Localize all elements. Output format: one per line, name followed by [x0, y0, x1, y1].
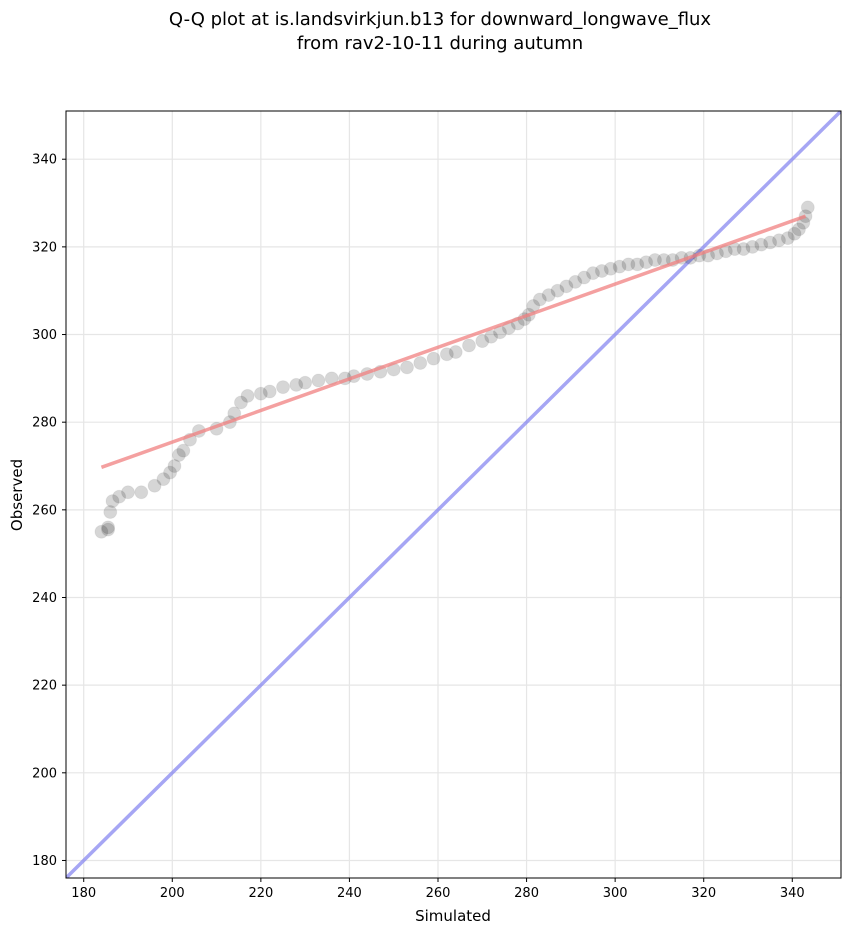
gridlines	[66, 111, 841, 878]
data-point	[163, 465, 178, 480]
data-point	[559, 279, 574, 294]
data-point	[550, 283, 565, 298]
data-point	[176, 443, 191, 458]
data-point	[780, 231, 795, 246]
data-point	[101, 522, 116, 537]
data-point	[94, 524, 109, 539]
x-tick-label: 240	[337, 886, 362, 901]
data-point	[763, 235, 778, 250]
data-point	[462, 338, 476, 353]
y-tick-label: 180	[32, 854, 57, 869]
data-point	[630, 257, 645, 272]
data-point	[311, 373, 326, 388]
y-tick-label: 260	[32, 503, 57, 518]
data-point	[594, 263, 609, 278]
data-point	[171, 448, 186, 463]
data-point	[156, 472, 171, 487]
data-point	[532, 292, 547, 307]
plot-area	[66, 111, 841, 878]
data-point	[800, 200, 815, 215]
data-point	[603, 261, 618, 276]
x-tick-label: 340	[780, 886, 805, 901]
data-point	[648, 253, 662, 268]
data-point	[541, 288, 556, 303]
title-line-1: Q-Q plot at is.landsvirkjun.b13 for down…	[169, 9, 712, 30]
data-point	[621, 257, 636, 272]
data-point	[167, 459, 182, 474]
x-tick-label: 280	[514, 886, 539, 901]
data-point	[772, 233, 786, 248]
y-tick-label: 240	[32, 591, 57, 606]
data-point	[103, 505, 118, 520]
y-axis-ticks: 180 200 220 240 260 280 300 320 340	[32, 153, 66, 869]
x-axis-ticks: 180 200 220 240 260 280 300 320 340	[71, 878, 805, 901]
y-tick-label: 320	[32, 240, 57, 255]
data-point	[240, 388, 255, 403]
data-point	[105, 494, 120, 509]
data-point	[439, 347, 454, 362]
data-point	[262, 384, 277, 399]
y-tick-label: 200	[32, 766, 57, 781]
data-point	[101, 520, 116, 535]
data-point	[426, 351, 441, 366]
data-point	[400, 360, 414, 375]
x-tick-label: 320	[691, 886, 716, 901]
chart-title: Q-Q plot at is.landsvirkjun.b13 for down…	[169, 9, 712, 54]
data-point	[289, 377, 304, 392]
data-point	[475, 334, 490, 349]
title-line-2: from rav2-10-11 during autumn	[297, 33, 583, 54]
data-point	[298, 375, 313, 390]
data-point	[586, 266, 600, 281]
fit-line	[100, 214, 807, 469]
data-point	[484, 329, 499, 344]
x-tick-label: 220	[248, 886, 273, 901]
y-tick-label: 280	[32, 416, 57, 431]
x-tick-label: 200	[160, 886, 185, 901]
data-point	[448, 345, 463, 360]
data-point	[568, 274, 583, 289]
data-point	[577, 270, 592, 285]
data-point	[736, 242, 751, 257]
data-point	[639, 255, 654, 270]
y-axis-label: Observed	[8, 459, 26, 531]
data-point	[233, 395, 248, 410]
y-tick-label: 340	[32, 153, 57, 168]
data-point	[121, 485, 135, 500]
data-point	[787, 226, 802, 241]
data-point	[413, 356, 428, 371]
y-tick-label: 220	[32, 679, 57, 694]
x-tick-label: 180	[71, 886, 96, 901]
data-point	[134, 485, 149, 500]
identity-line	[66, 111, 841, 878]
data-point	[112, 489, 127, 504]
plot-frame	[65, 110, 842, 879]
data-point	[612, 259, 627, 274]
data-point	[791, 222, 806, 237]
x-tick-label: 300	[603, 886, 628, 901]
data-point	[147, 478, 162, 493]
y-tick-label: 300	[32, 328, 57, 343]
x-tick-label: 260	[426, 886, 451, 901]
data-point	[754, 237, 769, 252]
data-point	[253, 386, 268, 401]
data-point	[276, 380, 290, 395]
data-point	[745, 239, 760, 254]
x-axis-label: Simulated	[415, 907, 491, 925]
